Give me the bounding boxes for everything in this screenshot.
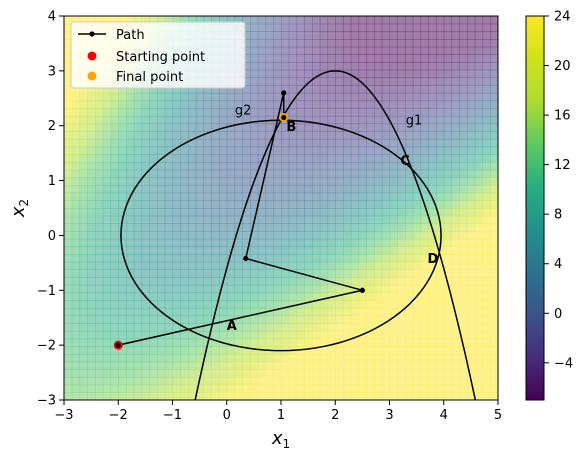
legend-start-marker <box>87 51 97 61</box>
x-axis-ticks: −3 −2 −1 0 1 2 3 4 5 <box>54 400 502 423</box>
y-tick-label: −2 <box>37 339 56 354</box>
x-tick-label: −3 <box>54 408 73 423</box>
constraint-g1-curve <box>194 70 477 400</box>
y-tick-label: 2 <box>48 119 56 134</box>
path-marker-1 <box>359 287 365 293</box>
colorbar-tick-label: 24 <box>554 10 571 25</box>
annotation-d: D <box>427 252 438 267</box>
colorbar-tick-label: 0 <box>554 307 562 322</box>
path-marker-3 <box>281 90 287 96</box>
legend-box <box>70 21 246 89</box>
x-tick-label: −1 <box>163 408 182 423</box>
x-tick-label: 0 <box>223 408 231 423</box>
y-tick-label: −1 <box>37 284 56 299</box>
colorbar-tick-label: 8 <box>554 208 562 223</box>
legend: Path Starting point Final point <box>70 21 246 89</box>
y-tick-label: 3 <box>48 64 56 79</box>
colorbar-tick-label: −4 <box>554 356 573 371</box>
legend-entry-path: Path <box>116 28 145 43</box>
final-point-center <box>281 114 287 121</box>
y-tick-label: 4 <box>48 10 56 25</box>
legend-entry-final-point: Final point <box>116 70 183 85</box>
x-axis-label: x1 <box>271 428 290 451</box>
constraint-g2-label: g2 <box>235 104 252 119</box>
x-tick-label: 5 <box>494 408 502 423</box>
special-points <box>113 112 289 350</box>
colorbar: −4 0 4 8 12 16 20 24 <box>525 10 573 401</box>
colorbar-tick-label: 20 <box>554 59 571 74</box>
colorbar-tick-label: 4 <box>554 257 562 272</box>
legend-entry-starting-point: Starting point <box>116 50 205 65</box>
colorbar-tick-label: 12 <box>554 158 571 173</box>
y-axis-label: x2 <box>8 199 31 218</box>
x-tick-label: 4 <box>440 408 448 423</box>
colorbar-ticks: −4 0 4 8 12 16 20 24 <box>544 10 573 371</box>
annotation-b: B <box>286 120 296 135</box>
legend-final-marker <box>87 71 97 81</box>
constraint-g1-label: g1 <box>406 114 423 129</box>
x-tick-label: −2 <box>109 408 128 423</box>
x-tick-label: 3 <box>385 408 393 423</box>
x-tick-label: 2 <box>331 408 339 423</box>
y-axis-ticks: −3 −2 −1 0 1 2 3 4 <box>37 10 64 409</box>
x-tick-label: 1 <box>277 408 285 423</box>
annotation-a: A <box>227 319 237 334</box>
constraint-g2-curve <box>120 119 442 352</box>
colorbar-frame <box>525 15 545 401</box>
y-tick-label: 0 <box>48 229 56 244</box>
legend-path-marker <box>89 31 95 37</box>
colorbar-tick-label: 16 <box>554 109 571 124</box>
annotation-c: C <box>400 154 410 169</box>
y-tick-label: 1 <box>48 174 56 189</box>
colorbar-gradient <box>526 16 544 400</box>
y-tick-label: −3 <box>37 394 56 409</box>
path-marker-2 <box>243 255 249 262</box>
starting-point-center <box>115 342 121 348</box>
